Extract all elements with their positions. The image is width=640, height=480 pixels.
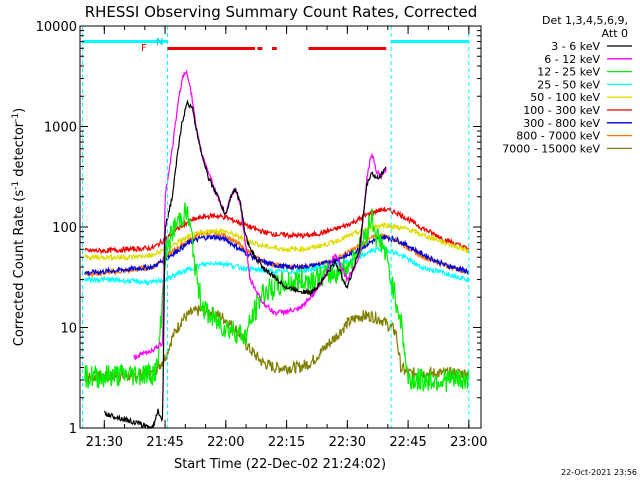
series-line-50-100kev: [84, 221, 470, 262]
axes-layer: 1 10 100 1000 10000 21:30 21:45 22:00 22:15 22:30…: [36, 20, 488, 450]
attenuator-flag-N-label: N: [156, 37, 163, 48]
footer-timestamp: 22-Oct-2021 23:56: [561, 468, 637, 477]
attenuator-flag-bar-4: [308, 47, 387, 50]
legend-label: 25 - 50 keV: [537, 78, 600, 91]
x-tick-label: 21:30: [86, 435, 123, 450]
chart-title: RHESSI Observing Summary Count Rates, Co…: [85, 3, 478, 21]
saa-bar-2: [391, 40, 469, 43]
series-line-25-50kev: [84, 245, 470, 286]
y-tick-label: 10000: [36, 20, 77, 35]
attenuator-flag-bar-3: [271, 47, 277, 50]
legend-label: 6 - 12 keV: [544, 53, 600, 66]
x-tick-label: 22:45: [389, 435, 426, 450]
series-line-300-800kev: [84, 233, 470, 277]
y-axis-label-end: ): [12, 108, 27, 113]
legend-header-line1: Det 1,3,4,5,6,9,: [542, 14, 628, 27]
series-line-12-25kev: [84, 202, 470, 392]
x-tick-label: 22:00: [207, 435, 244, 450]
y-tick-label: 100: [52, 221, 77, 236]
attenuator-flag-bar-2: [257, 47, 263, 50]
legend-label: 800 - 7000 keV: [516, 130, 600, 143]
attenuator-flag-F-label: F: [141, 43, 147, 54]
x-tick-label: 21:45: [146, 435, 183, 450]
legend-label: 300 - 800 keV: [523, 117, 600, 130]
x-axis-label: Start Time (22-Dec-02 21:24:02): [174, 457, 386, 472]
x-tick-label: 22:30: [329, 435, 366, 450]
series-line-100-300kev: [84, 206, 470, 255]
attenuator-flag-bar-1: [167, 47, 255, 50]
y-tick-label: 1000: [44, 121, 77, 136]
y-axis-label: Corrected Count Rate (s-1 detector-1): [11, 108, 27, 346]
y-axis-label-main: Corrected Count Rate (s: [12, 190, 27, 347]
legend-header-line2: Att 0: [602, 27, 628, 40]
y-tick-label: 1: [69, 422, 77, 437]
saa-bar-1: [82, 40, 168, 43]
y-axis-label-sup2: -1: [11, 113, 21, 122]
x-tick-label: 23:00: [450, 435, 487, 450]
legend-label: 50 - 100 keV: [530, 91, 600, 104]
legend-label: 7000 - 15000 keV: [502, 142, 600, 155]
legend-label: 3 - 6 keV: [551, 40, 600, 53]
y-axis-label-sup1: -1: [11, 181, 21, 190]
legend-label: 100 - 300 keV: [523, 104, 600, 117]
series-line-6-12kev: [133, 69, 387, 361]
y-tick-label: 10: [60, 322, 77, 337]
x-tick-label: 22:15: [268, 435, 305, 450]
y-axis-label-mid: detector: [12, 121, 27, 181]
legend-label: 12 - 25 keV: [537, 66, 600, 79]
